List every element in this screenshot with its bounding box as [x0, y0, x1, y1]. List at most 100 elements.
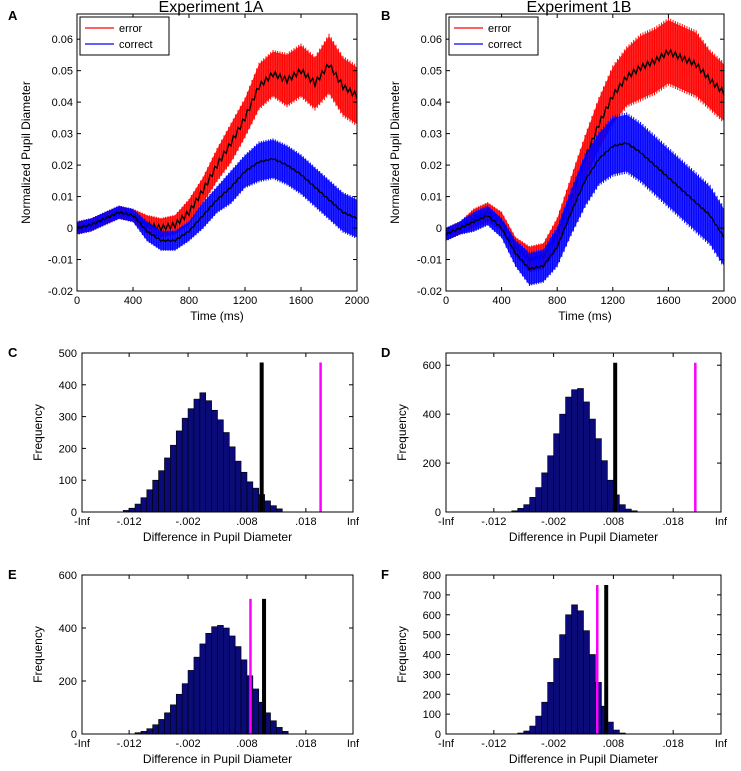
x-tick-label: -.012: [481, 738, 506, 750]
x-tick-label: -Inf: [74, 516, 91, 528]
y-axis-label: Frequency: [395, 626, 409, 683]
histogram-bar: [270, 720, 277, 735]
y-tick-label: 600: [59, 570, 77, 582]
y-tick-label: 0: [436, 223, 442, 235]
x-tick-label: 400: [124, 295, 142, 307]
histogram-bar: [553, 658, 560, 735]
histogram-bar: [128, 507, 136, 513]
histogram-bar: [547, 682, 554, 735]
x-tick-label: 1200: [233, 295, 257, 307]
x-tick-label: Inf: [347, 516, 360, 528]
histogram-bar: [193, 398, 201, 513]
histogram-bar: [152, 479, 159, 513]
y-tick-label: 400: [59, 380, 77, 392]
y-axis-label: Normalized Pupil Diameter: [19, 81, 33, 224]
y-tick-label: 300: [423, 669, 441, 681]
axes-frame: [76, 13, 358, 292]
x-tick-label: -.002: [541, 516, 566, 528]
x-tick-label: .008: [603, 516, 624, 528]
series-correct-mean-line: [445, 141, 725, 272]
histogram-bar: [583, 630, 590, 735]
histogram-bar: [234, 646, 242, 735]
y-tick-label: 300: [59, 412, 77, 424]
histogram-bar: [140, 497, 148, 513]
y-tick-label: 0: [71, 729, 77, 741]
y-tick-label: 0.03: [421, 129, 442, 141]
y-tick-label: 500: [59, 348, 77, 360]
x-tick-label: 1200: [601, 295, 625, 307]
y-tick-label: 0.03: [52, 129, 73, 141]
legend-box: [79, 16, 170, 56]
x-axis-label: Difference in Pupil Diameter: [143, 752, 292, 766]
histogram-bar: [246, 481, 254, 513]
y-tick-label: 400: [59, 623, 77, 635]
x-axis-label: Difference in Pupil Diameter: [143, 530, 292, 544]
y-tick-label: 200: [423, 689, 441, 701]
histogram-bar: [181, 683, 189, 735]
histogram-bar: [205, 400, 212, 513]
histogram-bar: [240, 659, 248, 735]
histogram-bar: [619, 504, 626, 513]
histogram-bar: [541, 472, 548, 513]
histogram-bar: [607, 721, 614, 735]
histogram-bar: [553, 433, 560, 513]
panel-letter: D: [381, 345, 390, 360]
y-tick-label: 0.05: [52, 66, 73, 78]
histogram-bar: [535, 487, 542, 513]
legend-label-error: error: [488, 23, 512, 35]
x-tick-label: Inf: [715, 738, 728, 750]
y-tick-label: 0.01: [52, 192, 73, 204]
histogram-bar: [589, 418, 596, 513]
histogram-bar: [523, 504, 530, 513]
y-tick-label: 600: [423, 360, 441, 372]
x-tick-label: 1600: [289, 295, 313, 307]
x-axis-label: Difference in Pupil Diameter: [509, 530, 658, 544]
x-tick-label: -Inf: [438, 738, 455, 750]
x-axis-label: Time (ms): [558, 309, 612, 323]
y-tick-label: 400: [423, 409, 441, 421]
y-tick-label: 0.05: [421, 66, 442, 78]
panel-letter: A: [8, 8, 18, 23]
x-tick-label: .008: [236, 516, 257, 528]
histogram-bar: [170, 444, 177, 513]
axes-frame: [81, 574, 354, 735]
axes-frame: [445, 13, 725, 292]
histogram-bar: [228, 446, 236, 513]
panel-letter: C: [8, 345, 18, 360]
x-tick-label: 0: [443, 295, 449, 307]
panel-title: Experiment 1B: [527, 0, 632, 16]
histogram-bar: [175, 693, 183, 735]
y-tick-label: 200: [59, 676, 77, 688]
histogram-bar: [217, 419, 224, 513]
histogram-bar: [164, 457, 171, 513]
histogram-bar: [199, 643, 207, 735]
histogram-bar: [595, 438, 602, 513]
axes-frame: [81, 352, 354, 513]
histogram-bar: [228, 635, 236, 735]
histogram-bar: [529, 497, 536, 513]
panel-letter: B: [381, 8, 390, 23]
y-tick-label: 0.02: [52, 160, 73, 172]
histogram-bar: [211, 409, 218, 513]
y-tick-label: 100: [59, 475, 77, 487]
x-tick-label: -.012: [117, 516, 142, 528]
x-tick-label: Inf: [715, 516, 728, 528]
y-tick-label: 0.04: [421, 97, 442, 109]
histogram-bar: [547, 455, 554, 513]
x-tick-label: -.012: [117, 738, 142, 750]
histogram-bar: [158, 719, 165, 735]
x-tick-label: -.002: [541, 738, 566, 750]
histogram-bar: [577, 388, 584, 513]
y-tick-label: 0: [71, 507, 77, 519]
x-tick-label: 0: [74, 295, 80, 307]
y-tick-label: 100: [423, 709, 441, 721]
x-tick-label: 2000: [345, 295, 369, 307]
y-tick-label: 200: [59, 443, 77, 455]
histogram-bar: [240, 471, 248, 513]
panel-letter: E: [8, 567, 17, 582]
x-tick-label: .018: [295, 516, 316, 528]
histogram-bar: [565, 396, 572, 513]
histogram-bar: [264, 500, 271, 513]
histogram-bar: [613, 729, 620, 735]
